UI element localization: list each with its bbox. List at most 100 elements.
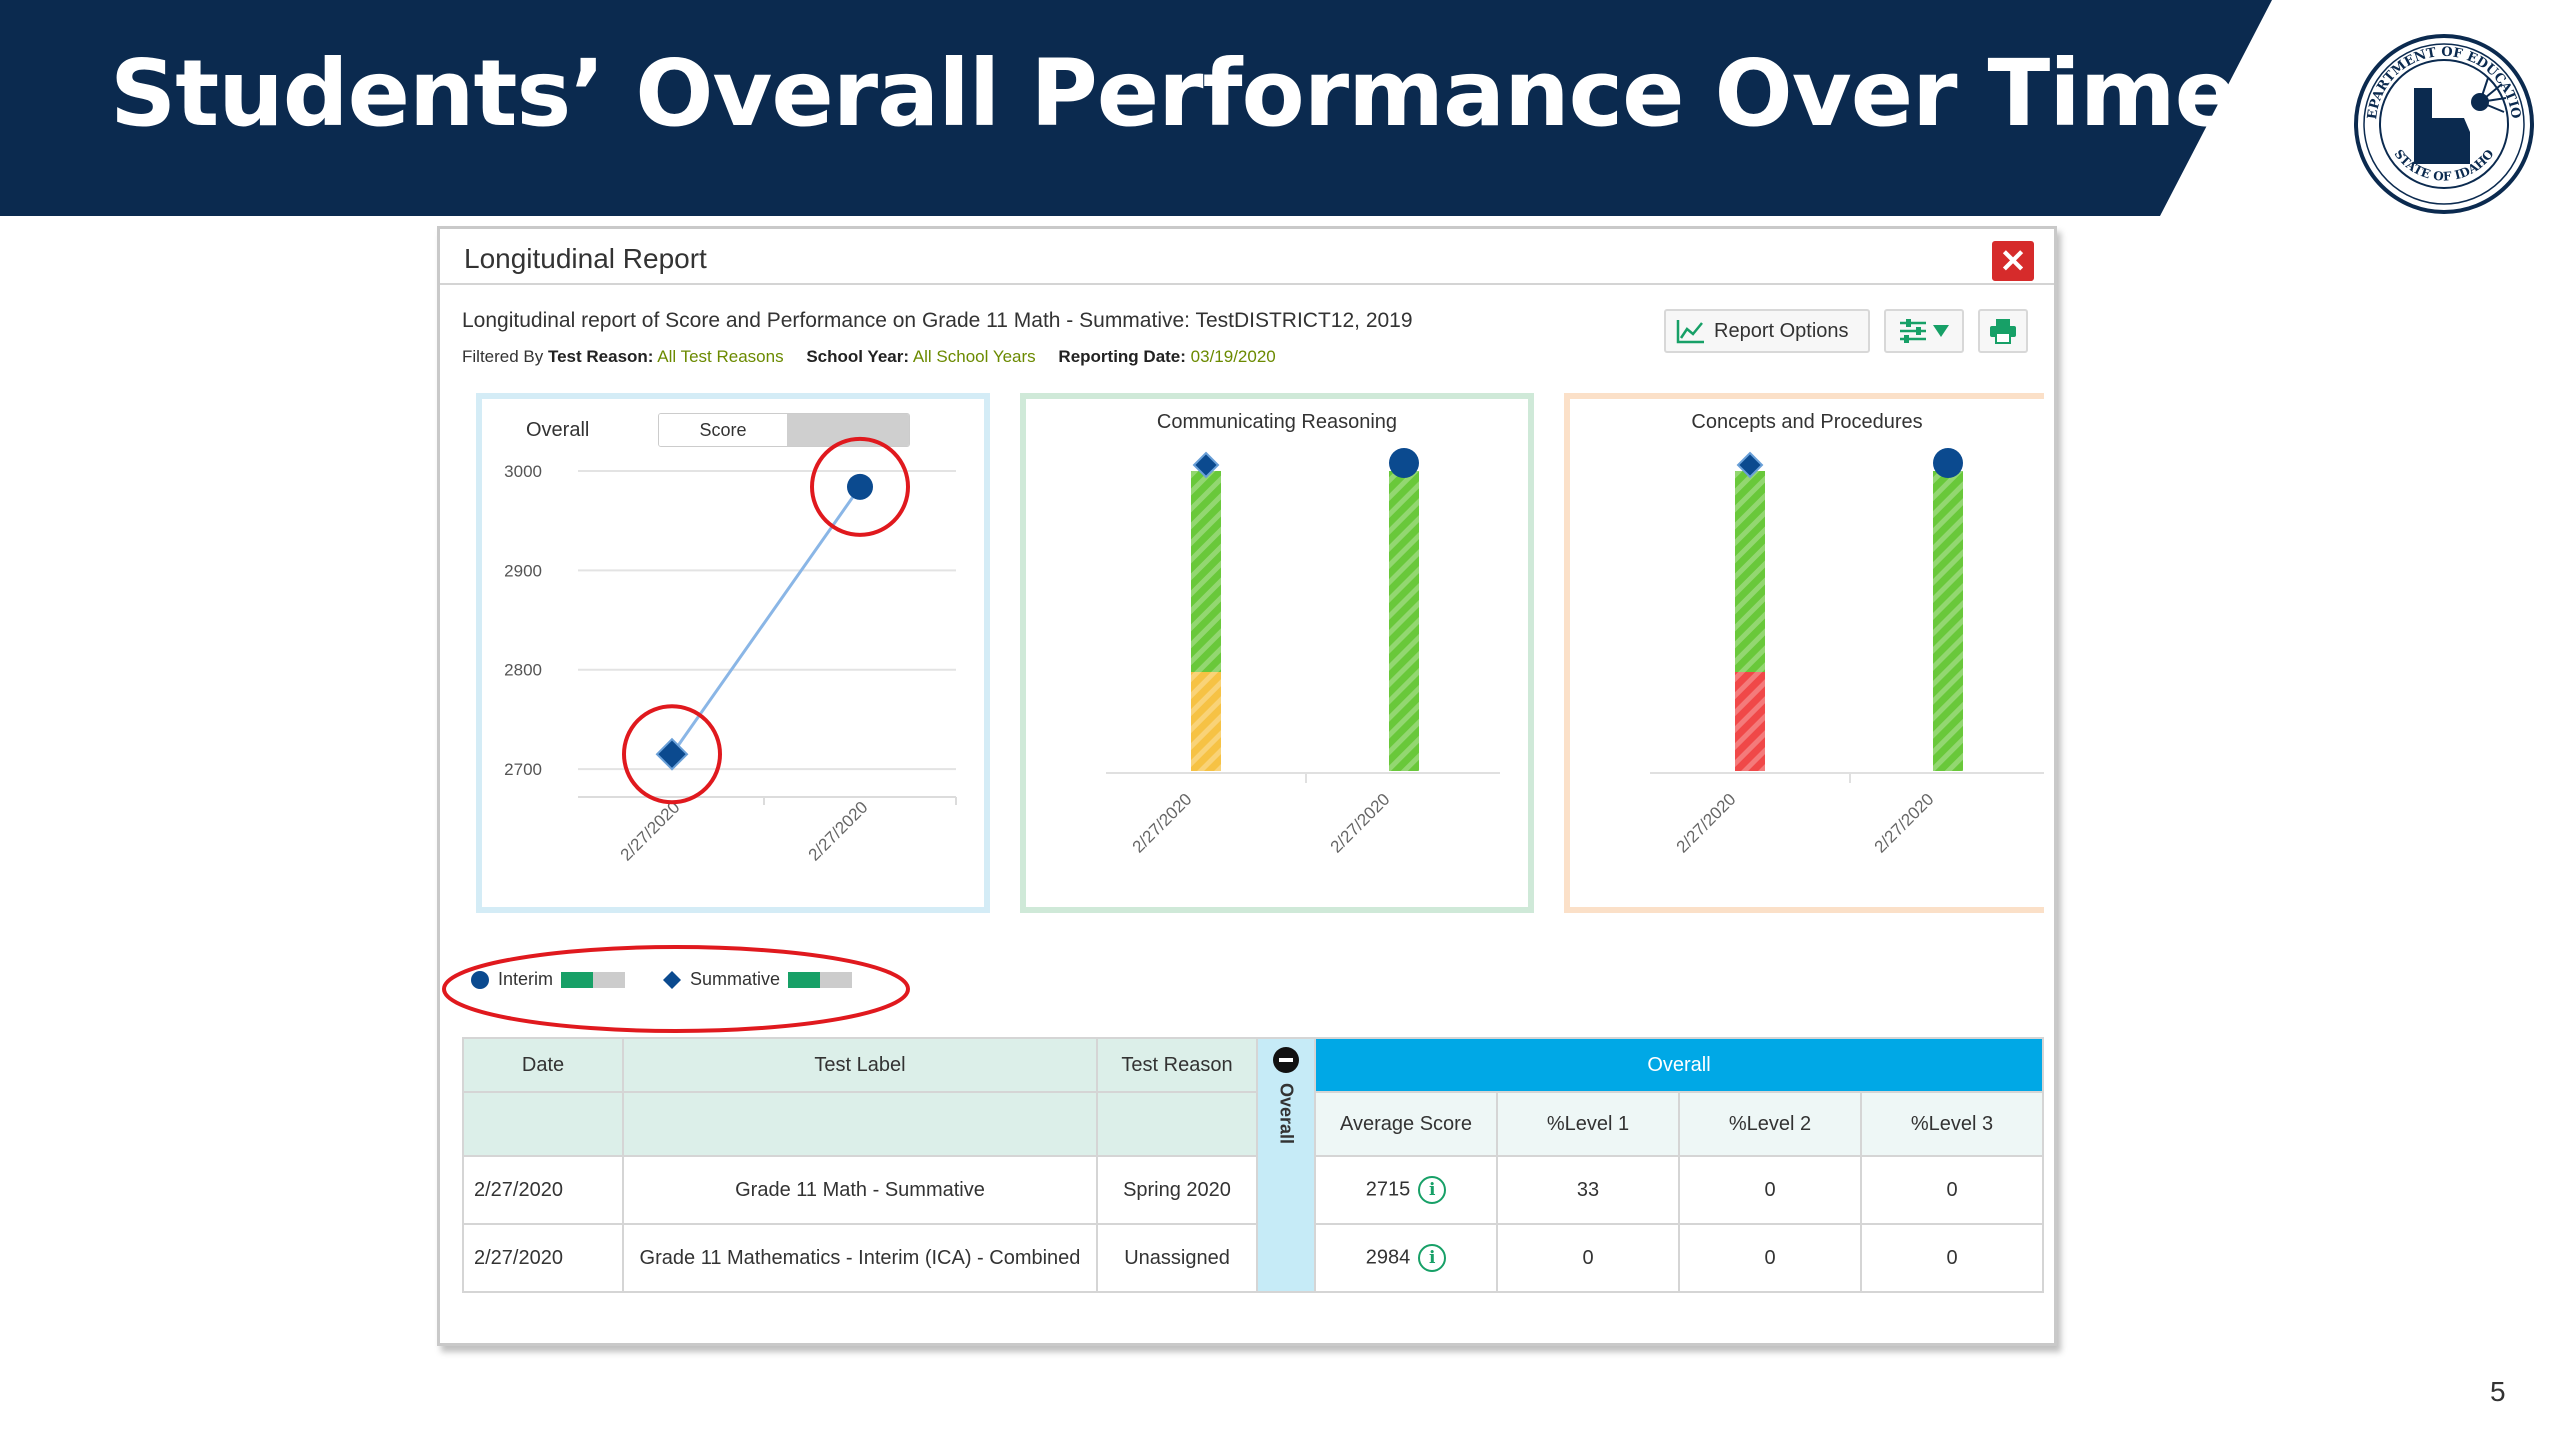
cell-level-1: 0 (1496, 1223, 1680, 1293)
interim-marker (1389, 448, 1419, 478)
x-tick-label: 2/27/2020 (1129, 790, 1196, 857)
results-table: Date Test Label Test Reason Overall Over… (462, 1037, 2045, 1293)
interim-marker (1933, 448, 1963, 478)
concepts-procedures-card: 2/27/2020 2/27/2020 Concepts and Procedur… (1564, 393, 2044, 913)
average-score-value: 2984 (1365, 1246, 1411, 1269)
communicating-reasoning-chart: 2/27/2020 2/27/2020 (1106, 448, 1500, 857)
subheader-empty (1096, 1091, 1258, 1157)
cell-level-2: 0 (1678, 1155, 1862, 1225)
state-seal-logo: DEPARTMENT OF EDUCATION STATE OF IDAHO (2352, 32, 2534, 214)
page-number: 5 (2490, 1376, 2506, 1407)
slide-title: Students’ Overall Performance Over Time (110, 40, 2237, 147)
filter-reporting-date-label: Reporting Date: (1058, 347, 1186, 366)
subheader-empty (622, 1091, 1098, 1157)
report-options-label: Report Options (1714, 319, 1849, 342)
info-icon[interactable]: i (1418, 1244, 1447, 1272)
interim-point (847, 473, 873, 500)
info-icon[interactable]: i (1418, 1176, 1447, 1204)
score-performance-toggle[interactable]: Score (658, 413, 910, 447)
longitudinal-report-window: Longitudinal Report ✕ Longitudinal repor… (437, 226, 2057, 1346)
legend-summative[interactable]: Summative (662, 969, 853, 990)
close-icon: ✕ (1999, 243, 2027, 279)
summative-marker (1736, 451, 1764, 479)
legend-highlight-oval (442, 945, 910, 1033)
cell-test-reason: Unassigned (1096, 1223, 1258, 1293)
x-tick-label: 2/27/2020 (1871, 790, 1938, 857)
overall-line-chart: 2700 2800 2900 3000 2/27/2020 2/27/2020 (504, 436, 957, 865)
col-header-average-score[interactable]: Average Score (1314, 1091, 1498, 1157)
average-score-value: 2715 (1365, 1178, 1411, 1201)
table-row: 2/27/2020 Grade 11 Math - Summative Spri… (462, 1155, 2045, 1225)
display-settings-button[interactable] (1884, 309, 1964, 353)
legend-interim-label: Interim (498, 969, 554, 989)
chart-legend: Interim Summative (440, 943, 920, 1033)
cell-average-score: 2984 i (1314, 1223, 1498, 1293)
legend-summative-label: Summative (690, 969, 781, 989)
cell-level-3: 0 (1859, 1155, 2045, 1225)
table-row: 2/27/2020 Grade 11 Mathematics - Interim… (462, 1223, 2045, 1293)
col-group-overall: Overall (1313, 1037, 2045, 1093)
subheader-empty (462, 1091, 624, 1157)
x-tick-label: 2/27/2020 (1673, 790, 1740, 857)
collapse-icon[interactable] (1273, 1047, 1299, 1073)
print-button[interactable] (1978, 309, 2028, 353)
diamond-icon (663, 970, 681, 989)
highlight-circle (622, 704, 722, 805)
report-description: Longitudinal report of Score and Perform… (462, 309, 1413, 332)
overall-score-card: Overall Score 2700 2800 2900 3000 2/27/2020 2… (476, 393, 990, 913)
filter-test-reason-label: Test Reason: (547, 347, 654, 366)
summative-point (655, 737, 689, 771)
overall-vertical-label: Overall (1276, 1083, 1297, 1145)
y-tick-label: 2700 (504, 760, 542, 779)
cell-date: 2/27/2020 (462, 1223, 624, 1293)
filter-reporting-date-value: 03/19/2020 (1190, 347, 1276, 366)
filter-school-year-value: All School Years (912, 347, 1036, 366)
y-tick-label: 2900 (504, 561, 542, 580)
cell-test-label: Grade 11 Mathematics - Interim (ICA) - C… (622, 1223, 1098, 1293)
filter-school-year-label: School Year: (806, 347, 910, 366)
col-header-level-3[interactable]: %Level 3 (1859, 1091, 2045, 1157)
communicating-reasoning-card: 2/27/2020 2/27/2020 Communicating Reasoni… (1020, 393, 1534, 913)
y-tick-label: 3000 (504, 462, 542, 481)
x-tick-label: 2/27/2020 (805, 798, 872, 865)
x-tick-label: 2/27/2020 (1327, 790, 1394, 857)
report-options-button[interactable]: Report Options (1664, 309, 1870, 353)
col-header-test-reason[interactable]: Test Reason (1096, 1037, 1258, 1093)
legend-summative-swatch (788, 971, 853, 988)
cell-level-2: 0 (1678, 1223, 1862, 1293)
legend-interim[interactable]: Interim (470, 969, 626, 990)
col-header-level-2[interactable]: %Level 2 (1678, 1091, 1862, 1157)
legend-interim-swatch (561, 971, 626, 988)
circle-icon (471, 970, 489, 989)
col-header-test-label[interactable]: Test Label (622, 1037, 1098, 1093)
bar-segment (1735, 672, 1765, 771)
close-button[interactable]: ✕ (1992, 241, 2034, 281)
bar-segment (1389, 471, 1419, 771)
overall-vertical-column: Overall (1256, 1037, 1316, 1293)
concepts-procedures-title: Concepts and Procedures (1691, 411, 1923, 433)
printer-icon (1990, 319, 2016, 344)
col-header-level-1[interactable]: %Level 1 (1496, 1091, 1680, 1157)
filter-prefix: Filtered By (462, 347, 544, 366)
title-banner (0, 0, 2272, 216)
score-toggle-option[interactable]: Score (659, 414, 787, 446)
concepts-procedures-chart: 2/27/2020 2/27/2020 (1650, 448, 2044, 857)
bar-segment (1191, 471, 1221, 672)
overall-card-label: Overall (526, 419, 590, 441)
sliders-icon (1900, 319, 1926, 343)
bar-segment (1735, 471, 1765, 672)
y-tick-label: 2800 (504, 661, 542, 680)
summative-marker (1192, 451, 1220, 479)
communicating-reasoning-title: Communicating Reasoning (1156, 411, 1398, 433)
x-tick-label: 2/27/2020 (617, 798, 684, 865)
series-line (670, 485, 862, 756)
col-header-date[interactable]: Date (462, 1037, 624, 1093)
filter-summary: Filtered By Test Reason: All Test Reason… (462, 347, 1294, 367)
cell-level-1: 33 (1496, 1155, 1680, 1225)
filter-test-reason-value: All Test Reasons (657, 347, 784, 366)
report-titlebar: Longitudinal Report ✕ (440, 229, 2054, 285)
report-title: Longitudinal Report (464, 243, 707, 274)
bar-segment (1191, 672, 1221, 771)
bar-segment (1933, 471, 1963, 771)
cell-level-3: 0 (1859, 1223, 2045, 1293)
